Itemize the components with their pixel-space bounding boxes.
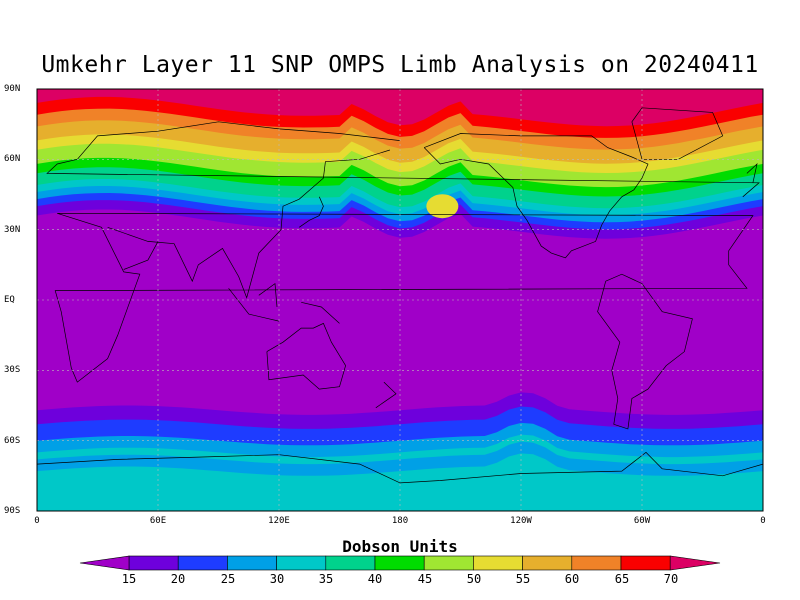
coastline <box>123 241 159 270</box>
lat-label-30s: 30S <box>4 365 21 375</box>
lat-label-90n: 90N <box>4 84 21 94</box>
coastline <box>301 301 340 324</box>
coastline <box>299 196 324 228</box>
coastlines <box>36 107 764 484</box>
coastline <box>228 288 280 322</box>
colorbar-high-arrow <box>669 555 721 571</box>
colorbar-tick: 65 <box>614 572 630 586</box>
colorbar-title: Dobson Units <box>342 537 458 556</box>
colorbar-swatch <box>177 555 228 571</box>
map-frame <box>36 88 764 512</box>
map-title: Umkehr Layer 11 SNP OMPS Limb Analysis o… <box>41 52 759 78</box>
band-high-blob <box>426 194 459 219</box>
coastline <box>423 133 649 259</box>
lat-label-60n: 60N <box>4 154 21 164</box>
coastline <box>746 162 758 183</box>
lat-label-eq: EQ <box>4 295 15 305</box>
colorbar-swatch <box>374 555 425 571</box>
coastline <box>46 121 760 198</box>
colorbar-tick: 55 <box>515 572 531 586</box>
coastline <box>107 149 391 299</box>
lon-label-120w: 120W <box>510 516 532 526</box>
lat-label-30n: 30N <box>4 225 21 235</box>
colorbar-tick: 60 <box>564 572 580 586</box>
coastline <box>54 212 754 383</box>
colorbar-tick: 45 <box>417 572 433 586</box>
lat-label-90s: 90S <box>4 506 21 516</box>
colorbar-swatch <box>227 555 277 571</box>
colorbar-swatch <box>325 555 376 571</box>
colorbar-swatch <box>423 555 474 571</box>
colorbar-swatch <box>128 555 179 571</box>
colorbar-tick: 40 <box>367 572 383 586</box>
colorbar-tick: 15 <box>121 572 137 586</box>
lon-label-120e: 120E <box>268 516 290 526</box>
colorbar-tick: 50 <box>466 572 482 586</box>
colorbar-swatch <box>522 555 573 571</box>
lon-label-180: 180 <box>391 516 409 526</box>
colorbar-tick: 30 <box>269 572 285 586</box>
colorbar-tick: 20 <box>170 572 186 586</box>
colorbar-swatch <box>571 555 622 571</box>
coastline <box>36 451 764 484</box>
colorbar-tick: 35 <box>318 572 334 586</box>
coastline <box>258 282 278 308</box>
coastline <box>375 381 397 409</box>
lon-label-0-right: 0 <box>760 516 766 526</box>
colorbar-low-arrow <box>79 555 130 571</box>
lat-lon-gridlines <box>37 89 763 511</box>
lat-label-60s: 60S <box>4 436 21 446</box>
colorbar-tick: 70 <box>663 572 679 586</box>
colorbar <box>79 555 721 571</box>
lon-label-60w: 60W <box>633 516 651 526</box>
coastline <box>597 273 693 430</box>
coastline <box>266 322 346 390</box>
lon-label-0: 0 <box>34 516 40 526</box>
colorbar-swatch <box>473 555 523 571</box>
band-south <box>37 453 763 511</box>
band-north <box>37 89 763 127</box>
colorbar-swatch <box>620 555 671 571</box>
colorbar-swatch <box>276 555 327 571</box>
lon-label-60e: 60E <box>149 516 167 526</box>
colorbar-tick: 25 <box>220 572 236 586</box>
